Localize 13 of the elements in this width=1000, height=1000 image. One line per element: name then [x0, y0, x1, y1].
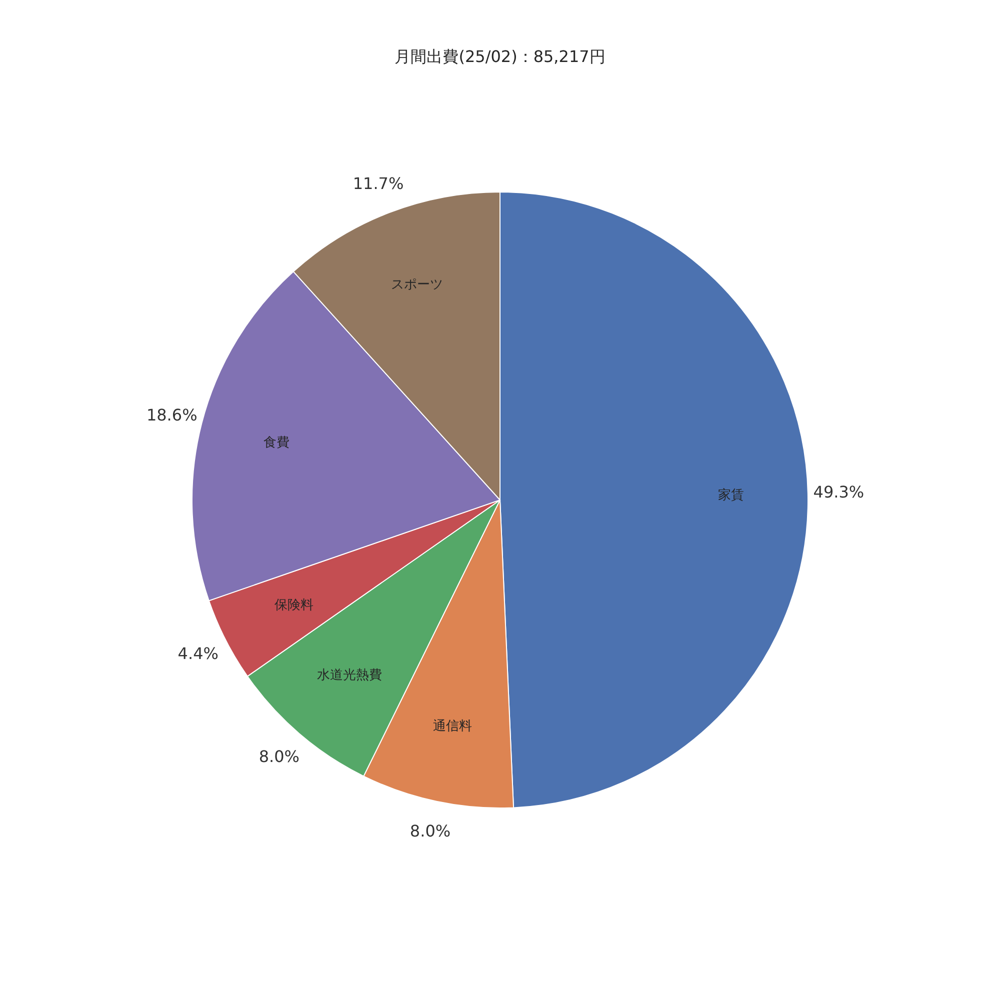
chart-title: 月間出費(25/02)：85,217円	[394, 47, 606, 66]
slice-label: 保険料	[274, 598, 314, 613]
slice-label: 家賃	[718, 486, 744, 503]
slice-label: 通信料	[432, 719, 472, 734]
slice-label: 食費	[263, 436, 290, 451]
data-label: 4.4%	[178, 644, 218, 663]
data-label: 8.0%	[258, 746, 300, 766]
slice-label: 水道光熱費	[316, 668, 382, 684]
data-label: 49.3%	[813, 482, 864, 502]
data-label: 11.7%	[352, 174, 404, 193]
data-label: 18.6%	[146, 406, 198, 425]
data-label: 8.0%	[410, 822, 451, 841]
slice-label: スポーツ	[390, 277, 443, 292]
